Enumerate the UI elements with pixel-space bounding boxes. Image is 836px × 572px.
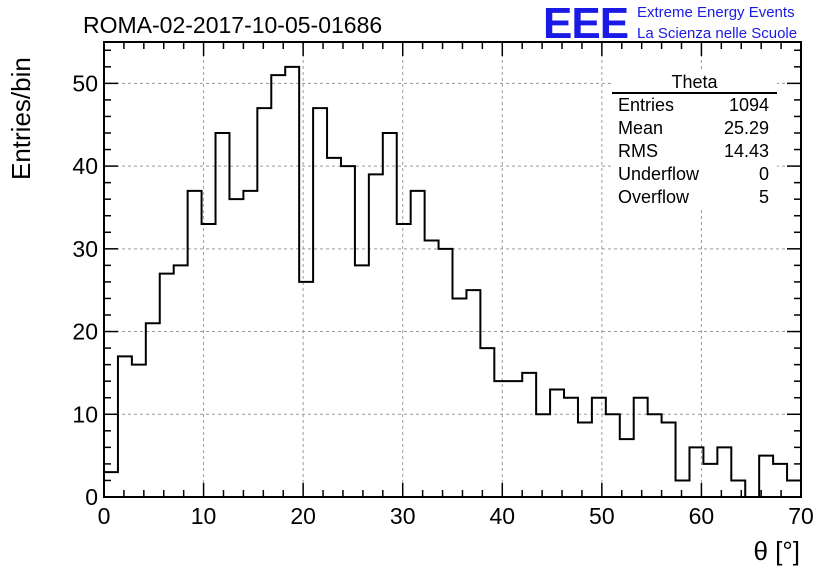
x-tick-label: 40 [489,503,515,529]
logo-tagline-2: La Scienza nelle Scuole [637,25,798,42]
x-tick-label: 10 [191,503,217,529]
y-tick-label: 0 [85,484,98,510]
y-tick-label: 10 [72,401,98,427]
logo-tagline-1: Extreme Energy Events [637,4,795,21]
x-tick-label: 60 [689,503,715,529]
y-tick-label: 40 [72,153,98,179]
plot-frame [103,41,802,498]
histogram-bin [425,241,439,497]
histogram-bin [494,381,508,497]
histogram-bin [648,414,662,497]
y-tick-label: 20 [72,319,98,345]
stats-title: Theta [612,72,777,94]
histogram-bin [216,133,230,497]
histogram-bin [606,414,620,497]
histogram-bin [634,398,648,497]
histogram-bin [160,274,174,497]
histogram-bin [508,381,522,497]
histogram-bin [285,67,299,497]
histogram-bin [439,249,453,497]
eee-logo-mark: EEE [543,0,629,48]
run-title: ROMA-02-2017-10-05-01686 [83,12,383,38]
stats-value: 0 [758,164,769,184]
histogram-bin [676,480,690,497]
histogram-bin [717,447,731,497]
y-axis-label: Entries/bin [6,57,36,180]
histogram-bin [703,464,717,497]
histogram-bin [550,389,564,497]
histogram-bin [383,133,397,497]
histogram-bin [299,282,313,497]
histogram-bin [257,108,271,497]
histogram-bin [578,423,592,497]
x-tick-label: 70 [788,503,814,529]
x-tick-label: 30 [390,503,416,529]
histogram-bin [787,480,801,497]
histogram-bin [355,265,369,497]
stats-label: Overflow [618,187,690,207]
histogram-bin [243,191,257,497]
histogram-bin [327,158,341,497]
histogram-bin [592,398,606,497]
stats-value: 14.43 [723,141,769,161]
stats-row: Entries 1094 [612,94,777,117]
histogram-bin [536,414,550,497]
histogram-bin [229,199,243,497]
stats-value: 25.29 [723,118,769,138]
stats-row: Mean 25.29 [612,117,777,140]
histogram-bin [773,464,787,497]
histogram-bin [480,348,494,497]
stats-label: Mean [618,118,664,138]
stats-box: Theta Entries 1094 Mean 25.29 RMS 14.43 … [612,72,777,209]
histogram-bin [118,356,132,497]
histogram-bin [132,365,146,497]
histogram-bin [662,423,676,497]
x-axis-label: θ [°] [753,536,800,566]
histogram-bin [369,174,383,497]
histogram-bin [411,191,425,497]
histogram-bin [466,290,480,497]
y-tick-label: 30 [72,236,98,262]
histogram-bin [620,439,634,497]
stats-label: RMS [618,141,658,161]
stats-label: Underflow [618,164,700,184]
x-tick-label: 20 [290,503,316,529]
histogram-bin [564,398,578,497]
stats-row: RMS 14.43 [612,140,777,163]
histogram-bin [453,298,467,497]
histogram-bin [104,472,118,497]
stats-row: Underflow 0 [612,163,777,186]
histogram-bin [271,75,285,497]
histogram-bin [188,191,202,497]
histogram-bin [174,265,188,497]
histogram-bin [522,373,536,497]
x-tick-label: 0 [98,503,111,529]
stats-value: 1094 [728,95,769,115]
histogram-bin [397,224,411,497]
histogram-bin [146,323,160,497]
x-tick-label: 50 [589,503,615,529]
y-tick-label: 50 [72,70,98,96]
histogram-bin [731,480,745,497]
stats-value: 5 [758,187,769,207]
histogram-series [103,65,802,498]
stats-row: Overflow 5 [612,186,777,209]
stats-label: Entries [618,95,675,115]
